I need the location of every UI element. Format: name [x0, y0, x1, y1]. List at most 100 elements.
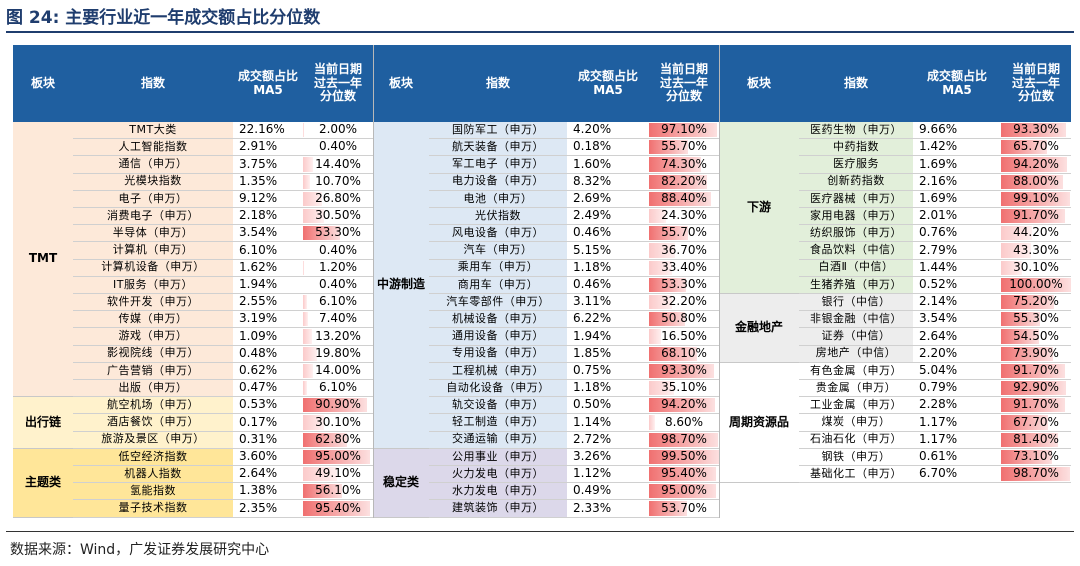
index-name: 光伏指数: [429, 208, 567, 226]
percentile-bar: [649, 226, 688, 241]
turnover-ratio-value: 1.09%: [239, 328, 278, 343]
turnover-ratio-value: 1.17%: [919, 431, 958, 446]
index-name-text: 机器人指数: [124, 466, 182, 480]
turnover-ratio-value: 5.15%: [573, 242, 612, 257]
percentile-cell: 95.00%: [649, 483, 719, 501]
percentile-value: 6.10%: [318, 294, 358, 309]
index-name: 房地产（中信）: [799, 345, 913, 363]
percentile-bar: [649, 432, 719, 447]
index-name-text: 轨交设备（申万）: [452, 397, 544, 411]
percentile-cell: 16.50%: [649, 328, 719, 346]
header-index: 指数: [73, 45, 233, 122]
percentile-bar: [303, 346, 317, 361]
percentile-cell: 24.30%: [649, 208, 719, 226]
header-pct-line2: 过去一年: [659, 75, 708, 90]
percentile-bar: [1001, 260, 1023, 275]
index-name-text: 有色金属（申万）: [810, 363, 902, 377]
index-name: 水力发电（申万）: [429, 483, 567, 501]
turnover-ratio: 0.17%: [233, 414, 303, 432]
index-name-text: 游戏（申万）: [118, 329, 188, 343]
percentile-bar: [303, 123, 305, 138]
turnover-ratio: 1.94%: [233, 276, 303, 294]
index-name-text: 证券（中信）: [821, 329, 891, 343]
index-name: 航天装备（申万）: [429, 139, 567, 157]
index-name: 医疗服务: [799, 156, 913, 174]
turnover-ratio: 1.69%: [913, 156, 1001, 174]
percentile-cell: 73.90%: [1001, 345, 1071, 363]
percentile-cell: 10.70%: [303, 173, 373, 191]
percentile-bar: [649, 209, 666, 224]
percentile-cell: 53.70%: [649, 500, 719, 518]
header-index: 指数: [799, 45, 913, 122]
percentile-cell: 50.80%: [649, 311, 719, 329]
percentile-cell: 99.10%: [1001, 190, 1071, 208]
index-name-text: 消费电子（申万）: [107, 208, 199, 222]
percentile-value: 99.10%: [1013, 190, 1059, 205]
index-name: 乘用车（申万）: [429, 259, 567, 277]
percentile-value: 94.20%: [661, 397, 707, 412]
group-label: 周期资源品: [719, 362, 799, 484]
turnover-ratio: 0.75%: [567, 362, 649, 380]
index-name-text: 贵金属（申万）: [815, 380, 897, 394]
percentile-value: 32.20%: [661, 294, 707, 309]
percentile-table: 板块 指数 成交额占比 MA5 当前日期 过去一年 分位数 TMT TMT大类 22.16% 2.0…: [13, 45, 1071, 518]
index-name-text: 酒店餐饮（申万）: [107, 415, 199, 429]
percentile-bar: [649, 140, 688, 155]
turnover-ratio-value: 2.64%: [919, 328, 958, 343]
index-name-text: 银行（中信）: [821, 294, 891, 308]
turnover-ratio: 3.54%: [913, 311, 1001, 329]
turnover-ratio: 1.94%: [567, 328, 649, 346]
turnover-ratio: 0.79%: [913, 380, 1001, 398]
index-name: 商用车（申万）: [429, 276, 567, 294]
index-name: 光模块指数: [73, 173, 233, 191]
percentile-bar: [649, 243, 675, 258]
percentile-value: 14.40%: [315, 156, 361, 171]
index-name: 传媒（申万）: [73, 311, 233, 329]
index-name: 建筑装饰（申万）: [429, 500, 567, 518]
percentile-cell: 98.70%: [649, 431, 719, 449]
percentile-value: 14.00%: [315, 362, 361, 377]
index-name-text: 房地产（中信）: [815, 346, 897, 360]
turnover-ratio: 0.61%: [913, 448, 1001, 466]
percentile-value: 99.50%: [661, 448, 707, 463]
percentile-cell: 55.30%: [1001, 311, 1071, 329]
turnover-ratio-value: 22.16%: [239, 122, 285, 137]
index-name-text: 汽车（申万）: [463, 243, 533, 257]
index-name-text: 广告营销（申万）: [107, 363, 199, 377]
turnover-ratio-value: 2.16%: [919, 173, 958, 188]
percentile-value: 35.10%: [661, 380, 707, 395]
turnover-ratio: 5.04%: [913, 362, 1001, 380]
turnover-ratio-value: 0.79%: [919, 380, 958, 395]
percentile-cell: 7.40%: [303, 311, 373, 329]
index-name-text: 影视院线（申万）: [107, 346, 199, 360]
index-name-text: 食品饮料（中信）: [810, 243, 902, 257]
turnover-ratio: 2.72%: [567, 431, 649, 449]
group-label: 中游制造: [373, 122, 429, 449]
percentile-value: 90.90%: [315, 397, 361, 412]
index-name: 影视院线（申万）: [73, 345, 233, 363]
index-name-text: 航空机场（申万）: [107, 397, 199, 411]
index-name-text: 医疗器械（申万）: [810, 191, 902, 205]
percentile-cell: 43.30%: [1001, 242, 1071, 260]
turnover-ratio-value: 2.91%: [239, 139, 278, 154]
group-name: TMT: [28, 251, 58, 266]
turnover-ratio: 2.55%: [233, 294, 303, 312]
percentile-value: 36.70%: [661, 242, 707, 257]
index-name-text: TMT大类: [129, 122, 177, 136]
index-name: 轨交设备（申万）: [429, 397, 567, 415]
header-percentile: 当前日期 过去一年 分位数: [1001, 45, 1071, 122]
turnover-ratio-value: 1.18%: [573, 380, 612, 395]
percentile-bar: [303, 226, 341, 241]
percentile-bar: [1001, 174, 1063, 189]
percentile-cell: 6.10%: [303, 294, 373, 312]
index-name-text: 低空经济指数: [118, 449, 188, 463]
index-name: 通用设备（申万）: [429, 328, 567, 346]
turnover-ratio: 9.12%: [233, 190, 303, 208]
header-ratio-line2: MA5: [942, 82, 972, 97]
percentile-cell: 94.20%: [1001, 156, 1071, 174]
percentile-value: 30.10%: [315, 414, 361, 429]
percentile-value: 68.10%: [661, 345, 707, 360]
turnover-ratio-value: 0.17%: [239, 414, 278, 429]
percentile-value: 33.40%: [661, 259, 707, 274]
percentile-value: 53.70%: [661, 500, 707, 515]
